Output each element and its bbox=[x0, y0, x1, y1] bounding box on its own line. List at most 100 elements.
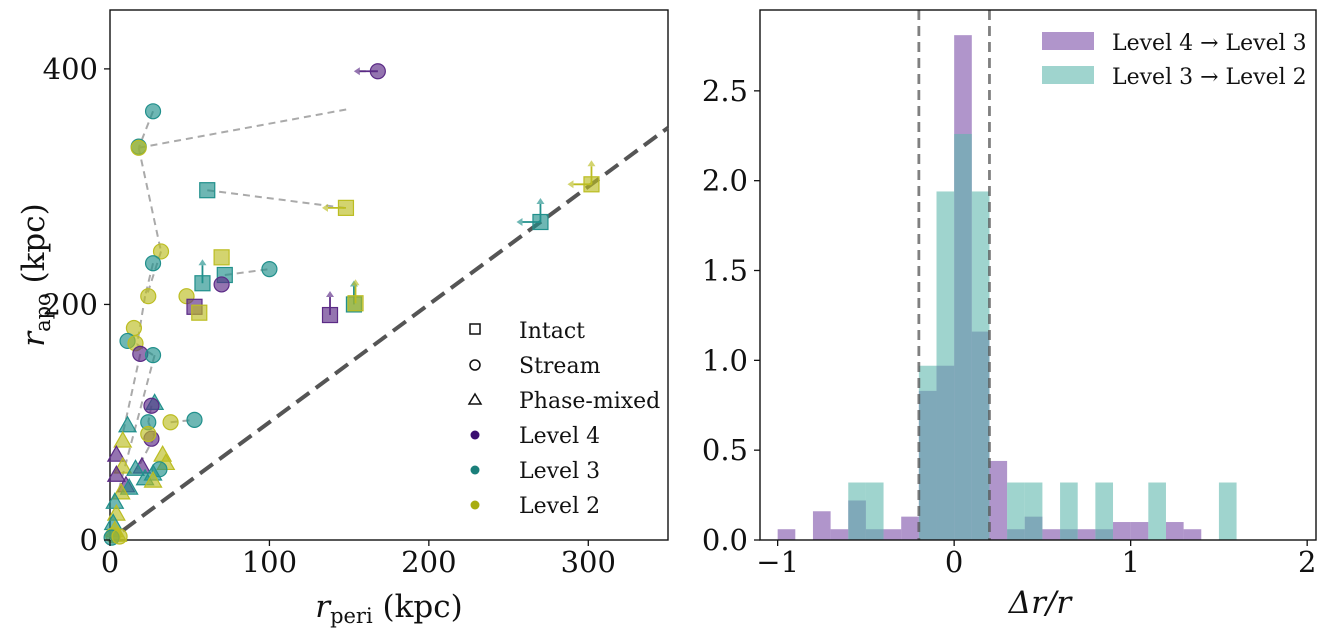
scatter-point-3-marker bbox=[130, 139, 147, 156]
scatter-point-6-arrow-1-head bbox=[587, 160, 596, 167]
scatter-point-31 bbox=[186, 411, 203, 428]
scatter-point-9 bbox=[213, 249, 230, 266]
histogram-y-tick-label-5: 2.5 bbox=[702, 74, 748, 108]
scatter-link-15 bbox=[121, 353, 142, 435]
scatter-point-7-arrow-1-head bbox=[536, 198, 545, 204]
scatter-point-5-arrow-0-head bbox=[321, 203, 328, 212]
histogram-bar-0-20 bbox=[1165, 522, 1184, 540]
scatter-point-9-marker bbox=[213, 249, 230, 266]
scatter-point-10-marker bbox=[144, 255, 162, 272]
histogram-bar-1-1 bbox=[865, 482, 884, 540]
legend-phase-mixed-label: Phase-mixed bbox=[519, 389, 660, 414]
histogram-bar-0-19 bbox=[1130, 522, 1149, 540]
scatter-point-0-arrow-0-head bbox=[353, 67, 360, 76]
legend-level-3-marker bbox=[470, 465, 480, 475]
legend-level-2-label: Level 2 bbox=[519, 494, 600, 519]
histogram-bar-0-0 bbox=[777, 529, 796, 540]
scatter-points bbox=[103, 63, 600, 546]
scatter-panel: 0 100 200 300 0 200 400 rperi (kpc) rapo (kpc… bbox=[16, 9, 670, 628]
legend-level-4-to-3-swatch bbox=[1042, 32, 1094, 50]
scatter-point-36-marker bbox=[106, 444, 126, 462]
legend-intact-label: Intact bbox=[519, 319, 585, 344]
one-to-one-reference-line bbox=[121, 126, 670, 533]
histogram-bar-1-7 bbox=[1024, 482, 1043, 540]
scatter-point-26-marker bbox=[144, 346, 162, 364]
scatter-point-46 bbox=[143, 470, 163, 488]
legend-stream-marker bbox=[469, 359, 481, 371]
scatter-point-6 bbox=[567, 160, 600, 193]
scatter-point-6-marker bbox=[583, 176, 600, 193]
scatter-x-tick-label-3: 300 bbox=[561, 545, 616, 579]
histogram-x-tick-label-0: −1 bbox=[756, 545, 799, 579]
histogram-axes-frame bbox=[759, 9, 1317, 541]
scatter-point-26 bbox=[144, 346, 162, 364]
scatter-point-34-marker bbox=[140, 425, 157, 443]
scatter-point-3 bbox=[130, 139, 147, 156]
histogram-x-tick-label-2: 1 bbox=[1121, 545, 1139, 579]
scatter-point-7 bbox=[516, 198, 549, 231]
legend-level-3-label: Level 3 bbox=[519, 459, 600, 484]
histogram-y-tick-label-1: 0.5 bbox=[702, 433, 748, 467]
scatter-point-15-marker bbox=[140, 288, 157, 305]
scatter-point-30 bbox=[162, 414, 179, 431]
scatter-point-46-marker bbox=[143, 470, 163, 488]
histogram-x-tick-label-1: 0 bbox=[945, 545, 963, 579]
scatter-link-5 bbox=[207, 189, 345, 209]
scatter-point-44 bbox=[106, 465, 126, 482]
scatter-link-2 bbox=[137, 147, 162, 252]
histogram-panel: −1 0 1 2 0.0 0.5 1.0 1.5 2.0 2.5 Δr/r Level 4 → … bbox=[702, 9, 1317, 621]
histogram-y-ticks: 0.0 0.5 1.0 1.5 2.0 2.5 bbox=[702, 74, 760, 557]
scatter-x-tick-label-1: 100 bbox=[242, 545, 297, 579]
histogram-bar-1-2 bbox=[918, 365, 937, 540]
scatter-point-21 bbox=[321, 291, 339, 324]
scatter-point-4-marker bbox=[199, 182, 216, 199]
scatter-point-13-arrow-0-head bbox=[198, 259, 207, 266]
scatter-point-44-marker bbox=[106, 465, 126, 482]
histogram-bar-0-5 bbox=[883, 529, 902, 540]
histogram-bar-0-11 bbox=[989, 460, 1008, 540]
scatter-point-49-marker bbox=[111, 482, 131, 500]
scatter-point-20 bbox=[347, 279, 364, 312]
scatter-point-21-marker bbox=[321, 306, 339, 324]
legend-level-3-to-2-swatch bbox=[1042, 66, 1094, 84]
scatter-point-7-arrow-0-head bbox=[516, 218, 523, 226]
histogram-bar-1-0 bbox=[848, 482, 866, 540]
scatter-x-axis-label: rperi (kpc) bbox=[315, 589, 463, 628]
scatter-point-5 bbox=[321, 199, 355, 216]
histogram-y-tick-label-2: 1.0 bbox=[702, 343, 748, 377]
scatter-point-1 bbox=[144, 103, 162, 120]
scatter-point-18 bbox=[191, 304, 208, 321]
scatter-point-8 bbox=[152, 243, 170, 260]
scatter-point-0 bbox=[353, 63, 386, 80]
scatter-point-13-marker bbox=[194, 275, 211, 292]
legend-level-2-marker bbox=[470, 500, 480, 510]
scatter-point-49 bbox=[111, 482, 131, 500]
scatter-point-32-marker bbox=[118, 415, 138, 433]
scatter-point-6-arrow-0-head bbox=[567, 180, 574, 189]
histogram-bar-0-18 bbox=[1113, 522, 1131, 540]
scatter-x-tick-label-0: 0 bbox=[101, 545, 119, 579]
legend-level-3-to-2-label: Level 3 → Level 2 bbox=[1112, 65, 1307, 90]
scatter-point-32 bbox=[118, 415, 138, 433]
scatter-point-57 bbox=[111, 528, 128, 545]
histogram-x-axis-label: Δr/r bbox=[1008, 585, 1074, 621]
scatter-point-28-marker bbox=[143, 397, 160, 414]
scatter-point-1-marker bbox=[144, 103, 162, 120]
histogram-bar-1-9 bbox=[1095, 482, 1114, 540]
legend-stream-label: Stream bbox=[519, 354, 601, 379]
scatter-point-41-marker bbox=[125, 459, 146, 476]
scatter-point-30-marker bbox=[162, 414, 179, 431]
scatter-point-57-marker bbox=[111, 528, 128, 545]
scatter-point-7-marker bbox=[532, 213, 549, 231]
scatter-point-14 bbox=[213, 276, 230, 293]
scatter-point-41 bbox=[125, 459, 146, 476]
histogram-bar-1-4 bbox=[954, 133, 972, 540]
histogram-bar-0-16 bbox=[1077, 529, 1096, 540]
scatter-point-31-marker bbox=[186, 411, 203, 428]
histogram-bar-0-14 bbox=[1042, 529, 1061, 540]
scatter-point-10 bbox=[144, 255, 162, 272]
histogram-legend: Level 4 → Level 3 Level 3 → Level 2 bbox=[1042, 31, 1307, 90]
histogram-bar-0-1 bbox=[812, 511, 831, 540]
histogram-bar-1-10 bbox=[1148, 482, 1166, 540]
